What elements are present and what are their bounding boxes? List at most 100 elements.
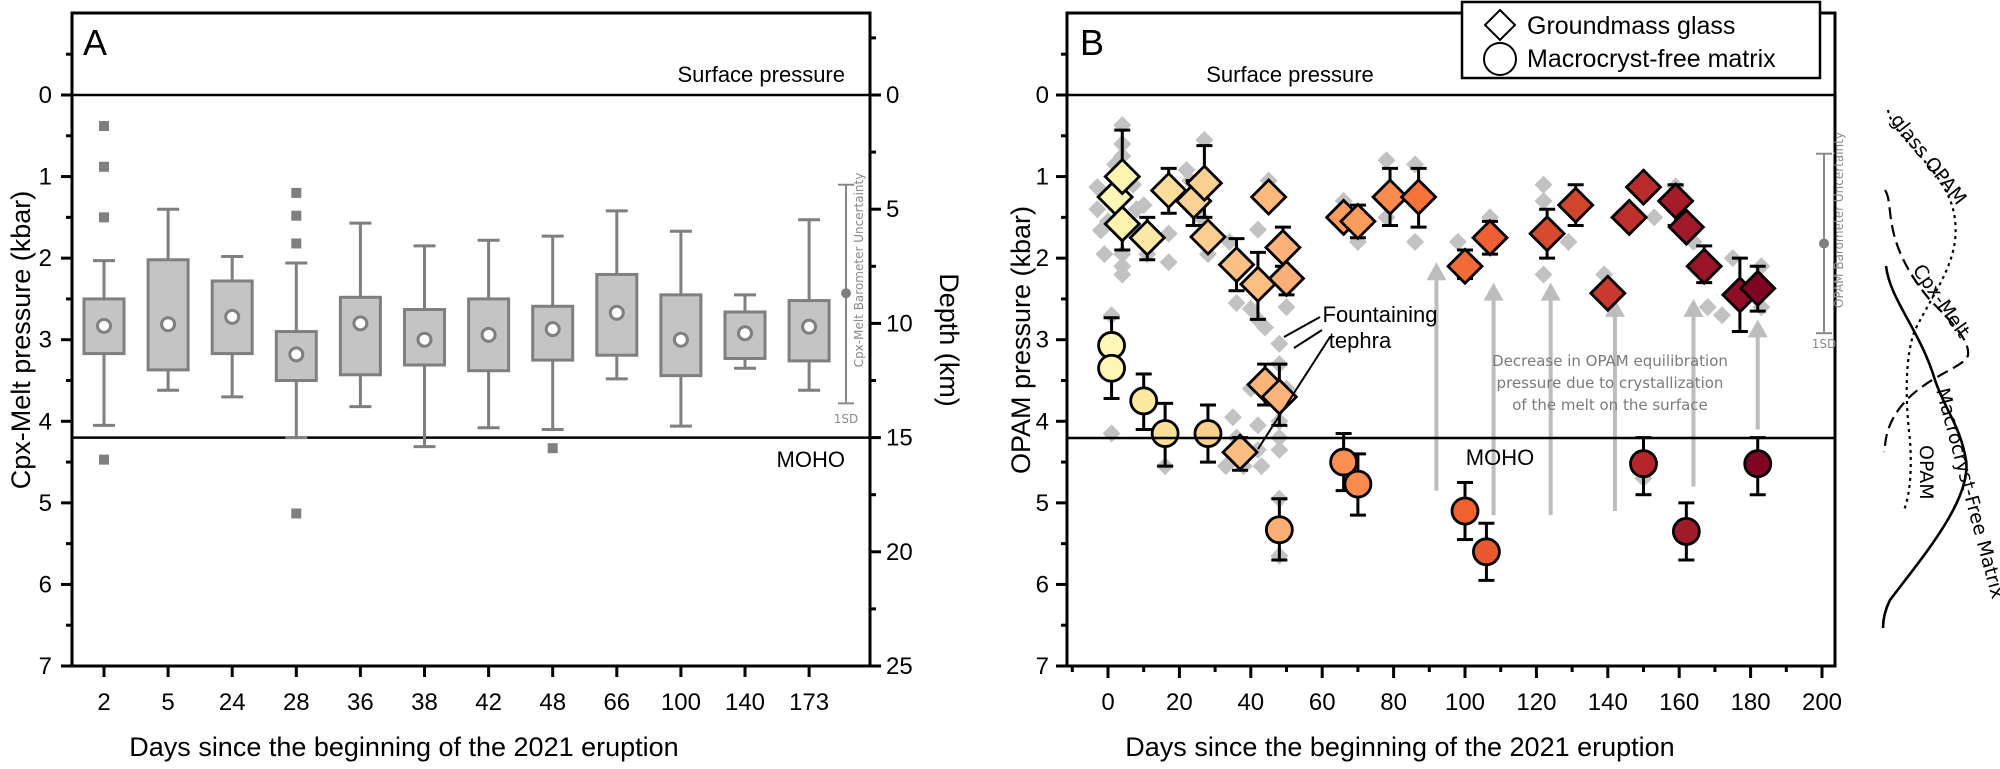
grey-analysis-point <box>1270 334 1289 353</box>
cpx-melt-curve-label: Cpx-Melt <box>1908 260 1974 342</box>
y2-tick-label: 25 <box>886 653 913 680</box>
x-tick-label: 60 <box>1309 689 1336 716</box>
matrix-point <box>1193 419 1223 448</box>
glass-point <box>1263 228 1302 267</box>
grey-analysis-point <box>1406 155 1425 174</box>
glass-opam-curve <box>1886 109 1957 511</box>
panel-b-surface-label: Surface pressure <box>1206 62 1374 87</box>
y-tick-label: 4 <box>1036 408 1049 435</box>
median-marker <box>352 315 369 332</box>
fountaining-label-2: tephra <box>1329 328 1392 353</box>
panel-a-1sd-label: 1SD <box>834 412 859 426</box>
y-tick-label: 6 <box>39 571 52 598</box>
y-tick-label: 1 <box>1036 164 1049 191</box>
x-tick-label: 2 <box>97 689 110 716</box>
outlier-point <box>99 120 109 131</box>
grey-analysis-point <box>1270 440 1289 459</box>
legend-circle-icon <box>1483 42 1517 76</box>
matrix-point <box>1629 449 1658 479</box>
panel-b-y-axis: 0 1 2 3 4 5 6 7 <box>1036 52 1067 680</box>
panel-a-moho-label: MOHO <box>777 447 845 472</box>
x-tick-label: 200 <box>1802 689 1842 716</box>
grey-analysis-point <box>1713 306 1732 325</box>
y2-tick-label: 15 <box>886 425 913 452</box>
density-curves: glass OPAM Cpx-Melt Macrocryst-Free Matr… <box>1881 109 2000 629</box>
grey-analysis-point <box>1277 298 1296 317</box>
uncertainty-center <box>1819 238 1829 249</box>
arrow-head <box>1683 298 1704 317</box>
outlier-point <box>99 454 109 465</box>
y-tick-label: 4 <box>39 408 52 435</box>
x-tick-label: 48 <box>539 689 566 716</box>
glass-point <box>1249 177 1288 216</box>
matrix-point <box>1743 449 1773 479</box>
y-tick-label: 7 <box>39 653 52 680</box>
grey-analysis-point <box>1216 457 1235 476</box>
y-tick-label: 3 <box>1036 327 1049 354</box>
uncertainty-center <box>841 288 851 299</box>
grey-analysis-point <box>1248 416 1267 435</box>
grey-analysis-point <box>1534 175 1553 194</box>
median-marker <box>801 318 818 335</box>
outlier-point <box>547 443 558 454</box>
arrow-head <box>1540 282 1561 301</box>
grey-analysis-point <box>1248 220 1267 239</box>
box <box>146 258 190 372</box>
grey-analysis-point <box>1377 151 1396 170</box>
matrix-curve-label: Macrocryst-Free Matrix <box>1931 386 2000 602</box>
x-tick-label: 38 <box>411 689 438 716</box>
outlier-point <box>99 161 109 172</box>
x-tick-label: 173 <box>789 689 829 716</box>
glass-point <box>1260 377 1299 416</box>
glass-point <box>1588 274 1627 313</box>
panel-b-uncertainty-label: OPAM Barometer Uncertainty <box>1832 132 1846 308</box>
glass-point <box>1246 365 1285 404</box>
x-tick-label: 80 <box>1380 689 1407 716</box>
median-marker <box>224 308 241 325</box>
y-tick-label: 6 <box>1036 571 1049 598</box>
decrease-text-line-2: pressure due to crystallization <box>1497 374 1724 392</box>
y2-tick-label: 5 <box>886 196 899 223</box>
glass-point <box>1624 168 1663 207</box>
matrix-point <box>1450 496 1480 526</box>
x-tick-label: 20 <box>1166 689 1193 716</box>
panel-b-x-axis: 0 20 40 60 80 100 120 140 160 180 200 <box>1070 666 1842 716</box>
panel-a-y-axis: 0 1 2 3 4 5 6 7 <box>39 52 72 680</box>
arrow-head <box>1483 282 1504 301</box>
glass-point <box>1610 198 1649 237</box>
grey-analysis-point <box>1448 232 1467 251</box>
grey-analysis-point <box>1159 253 1178 272</box>
glass-point <box>1738 269 1777 308</box>
outlier-point <box>291 187 302 198</box>
outlier-point <box>291 210 302 221</box>
y-tick-label: 2 <box>39 245 52 272</box>
outlier-point <box>291 238 302 249</box>
median-marker <box>96 317 112 334</box>
panel-a-y-title: Cpx-Melt pressure (kbar) <box>6 191 36 490</box>
y2-tick-label: 0 <box>886 82 899 109</box>
decrease-text-line-3: of the melt on the surface <box>1512 396 1708 414</box>
x-tick-label: 140 <box>725 689 765 716</box>
grey-analysis-point <box>1227 294 1246 313</box>
arrow-head <box>1426 262 1447 281</box>
glass-point <box>1221 433 1260 472</box>
arrow-head <box>1747 319 1768 338</box>
median-marker <box>288 346 305 363</box>
panel-a-y2-title: Depth (km) <box>934 273 964 407</box>
glass-point <box>1371 177 1410 216</box>
y2-tick-label: 20 <box>886 539 913 566</box>
y-tick-label: 5 <box>1036 490 1049 517</box>
matrix-point <box>1150 419 1180 448</box>
panel-a-letter: A <box>83 22 107 63</box>
y-tick-label: 2 <box>1036 245 1049 272</box>
grey-analysis-point <box>1113 265 1132 284</box>
x-tick-label: 36 <box>347 689 374 716</box>
cpx-melt-curve <box>1882 189 1970 453</box>
panel-b: 0 1 2 3 4 5 6 7 0 20 40 60 80 100 120 140 160 180 200 B S… <box>1006 0 2000 762</box>
y-tick-label: 7 <box>1036 653 1049 680</box>
panel-b-moho-label: MOHO <box>1466 445 1534 470</box>
panel-b-marks <box>1096 128 1832 582</box>
glass-point <box>1149 171 1188 210</box>
matrix-point <box>1097 353 1126 383</box>
matrix-point <box>1264 515 1294 545</box>
